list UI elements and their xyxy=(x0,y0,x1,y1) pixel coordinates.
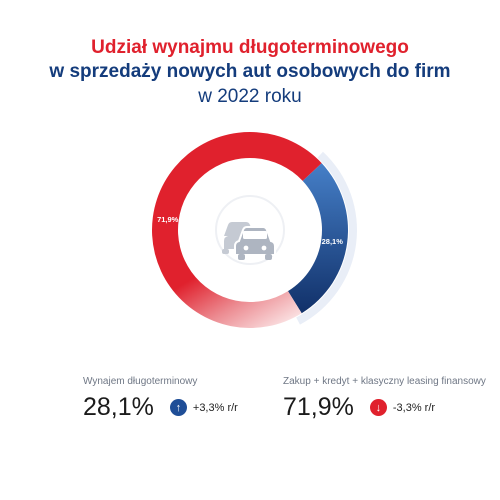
arrow-up-icon: ↑ xyxy=(169,399,187,416)
data-label: 71,9% xyxy=(157,215,179,224)
cars-icon xyxy=(215,195,285,265)
stat-label: Wynajem długoterminowy xyxy=(83,376,198,387)
donut-labels: 28,1% 71,9% xyxy=(157,215,343,246)
title-line-1: Udział wynajmu długoterminowego xyxy=(91,37,409,58)
slice-long-term-rental xyxy=(287,163,349,314)
arrow-down-icon: ↓ xyxy=(369,399,387,416)
stat-change: +3,3% r/r xyxy=(192,401,238,414)
chart-title-block: Udział wynajmu długoterminowego w sprzed… xyxy=(0,36,500,110)
stat-purchase-leasing: Zakup + kredyt + klasyczny leasing finan… xyxy=(283,376,486,422)
stat-label: Zakup + kredyt + klasyczny leasing finan… xyxy=(283,376,486,387)
title-line-2: w sprzedaży nowych aut osobowych do firm xyxy=(49,61,451,82)
stat-value: 28,1% xyxy=(83,393,154,421)
stat-long-term-rental: Wynajem długoterminowy 28,1% ↑ +3,3% r/r xyxy=(83,376,238,422)
stat-change: -3,3% r/r xyxy=(392,401,436,414)
donut-slices xyxy=(152,131,357,328)
stat-value: 71,9% xyxy=(283,393,354,421)
data-label: 28,1% xyxy=(322,237,344,246)
slice-highlight xyxy=(296,151,357,325)
title-line-3: w 2022 roku xyxy=(198,86,302,107)
slice-purchase-leasing xyxy=(152,131,322,328)
